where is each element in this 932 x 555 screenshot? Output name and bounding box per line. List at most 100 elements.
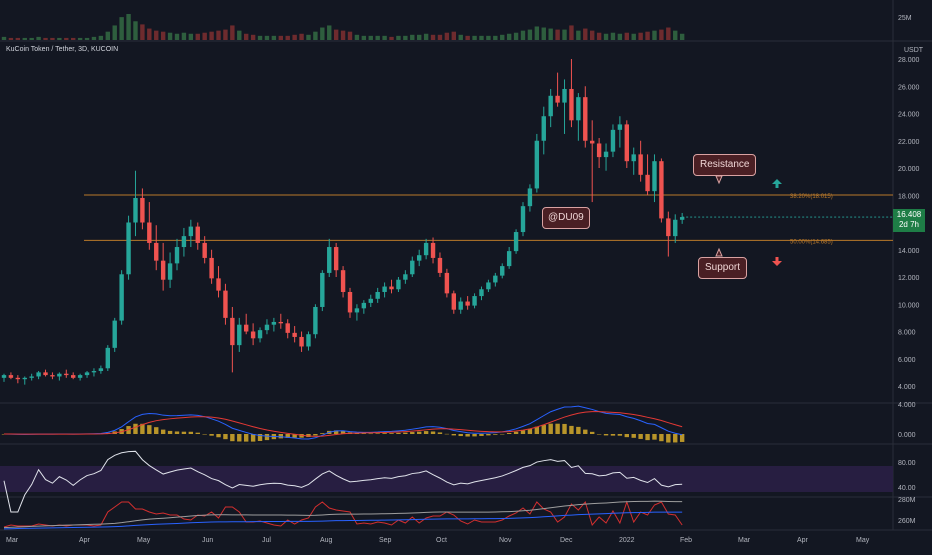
candle-body [43, 372, 48, 376]
last-price-value: 16.408 [896, 210, 922, 219]
macd-signal-line [3, 411, 683, 437]
volume-bar [264, 35, 270, 40]
volume-bar [327, 25, 332, 40]
volume-bar [666, 27, 671, 40]
candle-body [313, 306, 318, 335]
candle-body [583, 97, 588, 141]
macd-histogram-bar [659, 434, 664, 442]
macd-histogram-bar [320, 433, 325, 434]
volume-bar [306, 34, 311, 40]
volume-bar [36, 36, 41, 40]
candle-body [91, 371, 97, 373]
volume-bar [583, 28, 588, 40]
volume-bar [174, 33, 180, 40]
candle-body [188, 226, 194, 237]
macd-histogram-bar [603, 434, 609, 436]
macd-histogram-bar [244, 434, 249, 442]
macd-histogram-bar [417, 431, 422, 434]
candle-body [610, 129, 616, 152]
volume-bar [506, 33, 512, 40]
macd-histogram-bar [299, 434, 304, 438]
volume-bar [347, 31, 353, 40]
macd-histogram-bar [423, 431, 429, 434]
macd-histogram-bar [340, 431, 346, 434]
fib-level-label: 38.20%(18.015) [790, 194, 833, 200]
macd-histogram-bar [562, 423, 567, 434]
volume-bar [437, 34, 443, 40]
volume-bar [493, 35, 498, 40]
volume-bar [112, 25, 117, 40]
volume-bar [77, 37, 83, 40]
macd-histogram-bar [631, 434, 636, 438]
macd-histogram-bar [195, 432, 200, 434]
candle-body [347, 291, 353, 313]
price-axis-tick: 22.000 [898, 139, 920, 146]
macd-histogram-bar [223, 434, 228, 440]
candle-body [361, 302, 367, 309]
time-axis-label: Apr [797, 537, 809, 544]
volume-bar [500, 34, 505, 40]
candle-body [174, 247, 180, 264]
candle-body [278, 321, 283, 324]
volume-bar [596, 32, 602, 40]
macd-histogram-bar [500, 433, 505, 435]
macd-histogram-bar [645, 434, 650, 441]
macd-histogram-bar [167, 430, 173, 434]
candle-body [590, 140, 595, 144]
macd-histogram-bar [444, 433, 450, 435]
macd-histogram-bar [555, 423, 560, 434]
rsi-axis-tick: 80.00 [898, 460, 916, 467]
candle-body [638, 154, 643, 175]
volume-bar [237, 30, 242, 40]
volume-bar [569, 25, 574, 40]
candle-body [250, 331, 256, 339]
macd-histogram-bar [160, 429, 166, 434]
candle-body [410, 260, 415, 275]
candle-body [430, 242, 436, 258]
price-axis-tick: 8.000 [898, 330, 916, 337]
candle-body [57, 373, 62, 377]
candle-body [354, 308, 360, 313]
symbol-title: KuCoin Token / Tether, 3D, KUCOIN [6, 46, 119, 53]
candle-body [534, 140, 540, 189]
candle-body [36, 372, 41, 377]
candle-body [133, 197, 138, 223]
candle-body [216, 278, 221, 291]
volume-bar [167, 32, 173, 40]
volume-bar [133, 21, 138, 40]
candle-body [64, 373, 69, 376]
support-callout: Support [698, 257, 748, 279]
volume-bar [458, 34, 463, 40]
volume-bar [119, 17, 124, 40]
volume-bar [520, 30, 526, 40]
candle-body [257, 330, 263, 339]
macd-histogram-bar [202, 433, 207, 435]
bar-countdown: 2d 7h [898, 220, 920, 229]
volume-bar [216, 30, 221, 40]
time-axis-label: Mar [6, 537, 19, 544]
volume-bar [15, 37, 21, 40]
candle-body [292, 332, 297, 337]
volume-bar [603, 33, 609, 40]
volume-bar [513, 32, 519, 40]
candle-body [562, 88, 567, 103]
macd-histogram-bar [569, 425, 574, 434]
candle-body [596, 143, 602, 158]
candle-body [375, 291, 380, 299]
volume-bar [22, 37, 27, 40]
fib-level-label: 50.00%(14.685) [790, 239, 833, 245]
candle-body [423, 242, 429, 256]
candle-body [458, 301, 463, 310]
macd-line [3, 405, 683, 440]
macd-histogram-bar [458, 434, 463, 437]
time-axis-label: Oct [436, 537, 447, 544]
candle-body [50, 375, 55, 377]
macd-histogram-bar [333, 430, 339, 434]
volume-bar [638, 32, 643, 40]
volume-bar [278, 35, 283, 40]
candle-body [147, 222, 152, 243]
volume-axis-tick: 25M [898, 15, 912, 22]
bottom-series-blue [3, 511, 683, 530]
